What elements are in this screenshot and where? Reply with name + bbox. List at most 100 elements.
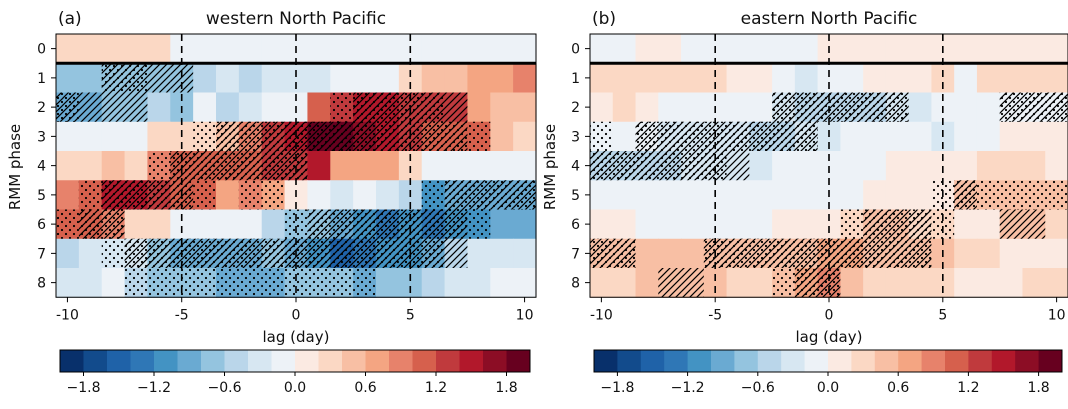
significance-dots: [147, 151, 171, 181]
heatmap-cell: [749, 34, 773, 64]
y-tick-label: 7: [571, 246, 580, 262]
significance-dots: [193, 238, 216, 268]
significance-dots: [421, 180, 445, 210]
y-tick-label: 6: [571, 217, 580, 233]
colorbar-swatch: [459, 350, 484, 372]
y-tick-label: 1: [37, 71, 46, 87]
significance-dots: [353, 121, 376, 151]
heatmap-cell: [954, 63, 978, 94]
heatmap-cell: [976, 63, 1001, 94]
heatmap-cell: [1045, 121, 1068, 152]
heatmap-cell: [681, 34, 705, 64]
heatmap-cell: [353, 180, 377, 211]
colorbar-swatch: [687, 350, 712, 372]
y-tick-label: 7: [37, 246, 46, 262]
heatmap-cell: [635, 268, 659, 298]
heatmap-cell: [749, 151, 773, 181]
heatmap-cell: [726, 63, 750, 94]
significance-dots: [238, 268, 262, 298]
significance-dots: [147, 180, 171, 210]
y-tick-label: 6: [37, 217, 46, 233]
heatmap-cell: [931, 268, 955, 298]
heatmap-cell: [885, 34, 910, 64]
heatmap-cell: [840, 180, 864, 211]
colorbar-swatch: [224, 350, 249, 372]
y-tick-label: 3: [571, 129, 580, 145]
colorbar-swatch: [1038, 350, 1063, 372]
heatmap-cell: [612, 209, 637, 240]
panel-a-axes: 0 1 2 3 4 5 6 7 8 -10 -5 0 5 10: [37, 33, 537, 323]
heatmap-cell: [1045, 238, 1068, 269]
panel-a-label: (a): [58, 9, 82, 29]
colorbar-swatch: [828, 350, 852, 372]
panel-a: (a) western North Pacific 0 1 2 3 4 5 6 7 8 -10 -5…: [6, 9, 537, 396]
colorbar-swatch: [640, 350, 665, 372]
heatmap-cell: [216, 180, 240, 211]
colorbar-tick-label: 1.8: [495, 380, 517, 396]
significance-hatch: [658, 268, 682, 298]
panel-a-reference-lines: [56, 34, 536, 298]
significance-dots: [772, 268, 795, 298]
heatmap-cell: [908, 151, 933, 181]
significance-dots: [749, 238, 773, 268]
significance-dots: [612, 238, 636, 268]
y-tick-label: 2: [571, 100, 580, 116]
significance-dots: [284, 151, 308, 181]
heatmap-cell: [513, 209, 537, 240]
y-tick-label: 8: [37, 276, 46, 292]
colorbar-tick-label: 1.2: [957, 380, 979, 396]
heatmap-cell: [101, 121, 126, 152]
panel-b-significance-hatching: [590, 92, 1068, 298]
significance-dots: [658, 121, 682, 151]
heatmap-cell: [216, 63, 240, 94]
heatmap-cell: [1022, 63, 1046, 94]
significance-dots: [216, 151, 239, 181]
significance-dots: [238, 238, 262, 268]
significance-dots: [658, 151, 682, 181]
colorbar-swatch: [804, 350, 829, 372]
colorbar-swatch: [154, 350, 178, 372]
heatmap-cell: [1022, 268, 1046, 298]
heatmap-cell: [1022, 34, 1046, 64]
heatmap-cell: [772, 209, 796, 240]
significance-hatch: [999, 209, 1023, 239]
significance-dots: [999, 180, 1023, 210]
colorbar-swatch: [1015, 350, 1040, 372]
heatmap-cell: [56, 151, 80, 181]
significance-dots: [101, 209, 125, 239]
significance-hatch: [147, 63, 171, 93]
y-tick-label: 4: [37, 159, 46, 175]
colorbar-swatch: [271, 350, 296, 372]
heatmap-cell: [863, 180, 887, 211]
colorbar-tick-label: 0.0: [284, 380, 306, 396]
colorbar-swatch: [412, 350, 437, 372]
heatmap-cell: [101, 34, 126, 64]
heatmap-cell: [726, 209, 750, 240]
heatmap-cell: [726, 268, 750, 298]
significance-dots: [612, 151, 636, 181]
colorbar-swatch: [365, 350, 390, 372]
significance-dots: [353, 238, 376, 268]
significance-dots: [421, 121, 445, 151]
colorbar-tick-label: −1.8: [600, 380, 634, 396]
heatmap-cell: [261, 34, 286, 64]
panel-b-reference-lines: [590, 34, 1068, 298]
heatmap-cell: [421, 151, 446, 181]
significance-dots: [726, 238, 750, 268]
heatmap-cell: [353, 34, 377, 64]
significance-dots: [238, 180, 262, 210]
significance-dots: [513, 180, 536, 210]
significance-dots: [261, 238, 285, 268]
heatmap-cell: [635, 180, 659, 211]
significance-dots: [124, 238, 148, 268]
heatmap-cell: [863, 151, 887, 181]
heatmap-cell: [376, 151, 400, 181]
y-tick-label: 5: [37, 188, 46, 204]
significance-dots: [284, 209, 308, 239]
heatmap-cell: [421, 63, 446, 94]
heatmap-cell: [794, 180, 819, 211]
colorbar-swatch: [107, 350, 131, 372]
heatmap-cell: [590, 92, 614, 123]
heatmap-cell: [101, 151, 126, 181]
